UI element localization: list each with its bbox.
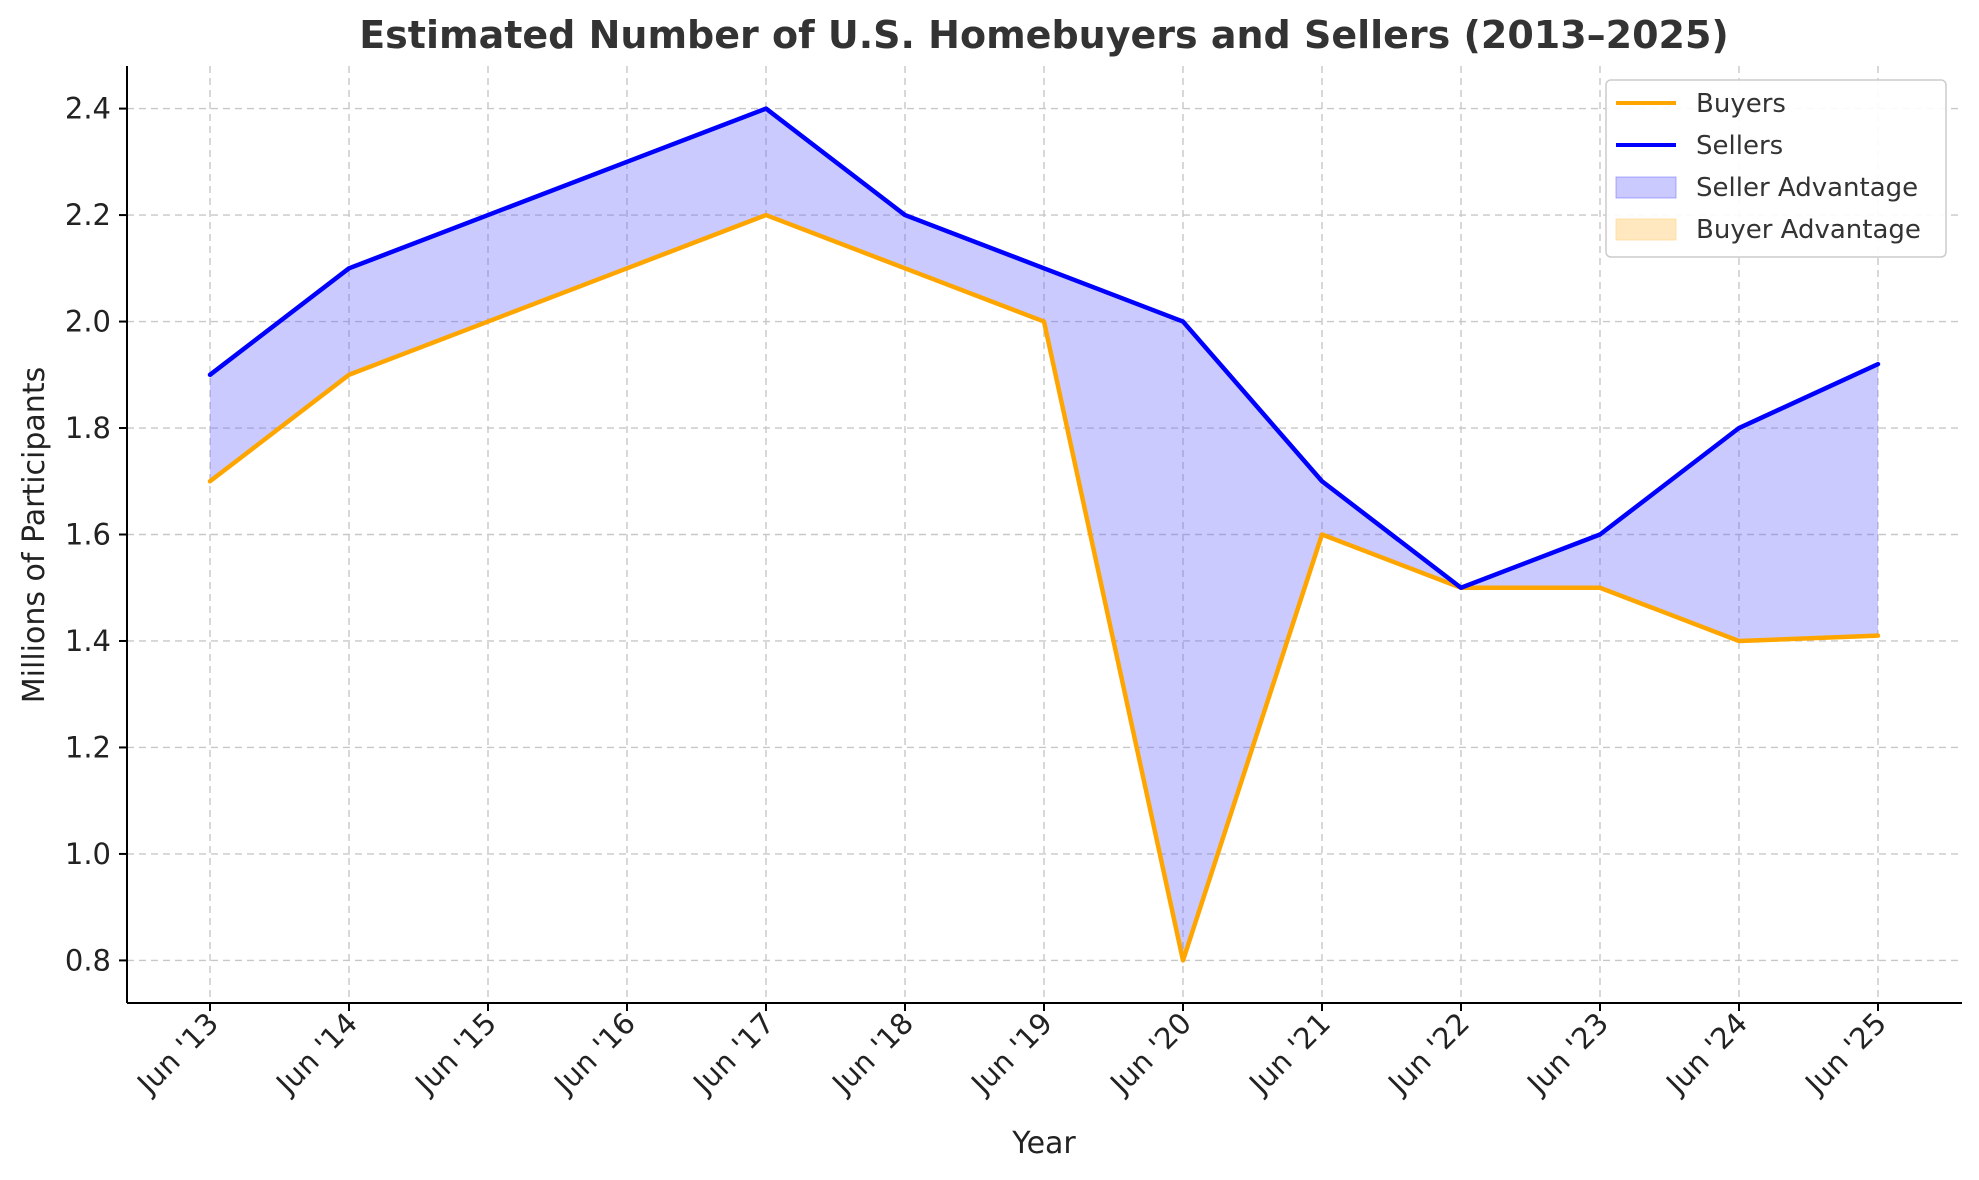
- x-tick-label: Jun '20: [1102, 1006, 1198, 1102]
- legend-seller-advantage-label: Seller Advantage: [1696, 173, 1918, 203]
- x-ticks: Jun '13 Jun '14 Jun '15 Jun '16 Jun '17 Jun '…: [129, 1003, 1893, 1102]
- x-tick-label: Jun '16: [546, 1006, 642, 1102]
- y-tick-label: 1.6: [65, 518, 111, 552]
- series-lines: [207, 106, 1881, 963]
- x-tick-label: Jun '23: [1519, 1006, 1615, 1102]
- x-tick-label: Jun '13: [129, 1006, 225, 1102]
- x-tick-label: Jun '22: [1380, 1006, 1476, 1102]
- chart-title: Estimated Number of U.S. Homebuyers and …: [359, 13, 1729, 57]
- x-axis-label: Year: [1011, 1126, 1076, 1161]
- y-tick-label: 2.0: [65, 305, 111, 339]
- y-tick-label: 1.4: [65, 624, 111, 658]
- x-tick-label: Jun '17: [685, 1006, 781, 1102]
- seller-advantage-area: [210, 108, 1878, 961]
- y-tick-label: 2.4: [65, 92, 111, 126]
- legend-seller-advantage-swatch: [1615, 176, 1677, 199]
- legend-buyer-advantage-label: Buyer Advantage: [1696, 215, 1921, 245]
- y-axis-label: Millions of Participants: [17, 367, 52, 703]
- x-tick-label: Jun '24: [1658, 1006, 1754, 1102]
- legend-box: [1605, 79, 1947, 258]
- y-tick-label: 1.8: [65, 411, 111, 445]
- legend-buyer-advantage-swatch: [1615, 218, 1677, 241]
- y-tick-label: 2.2: [65, 198, 111, 232]
- area-fills: [210, 108, 1878, 961]
- legend-buyers-label: Buyers: [1696, 89, 1786, 119]
- x-tick-label: Jun '21: [1241, 1006, 1337, 1102]
- x-tick-label: Jun '18: [824, 1006, 920, 1102]
- legend: Buyers Sellers Seller Advantage Buyer Ad…: [1605, 79, 1947, 258]
- y-ticks: 0.8 1.0 1.2 1.4 1.6 1.8 2.0 2.2 2.4: [65, 92, 127, 977]
- x-tick-label: Jun '25: [1797, 1006, 1893, 1102]
- x-tick-label: Jun '15: [407, 1006, 503, 1102]
- x-tick-label: Jun '19: [963, 1006, 1059, 1102]
- legend-sellers-label: Sellers: [1696, 131, 1783, 161]
- y-tick-label: 1.0: [65, 837, 111, 871]
- y-tick-label: 1.2: [65, 730, 111, 764]
- y-tick-label: 0.8: [65, 943, 111, 977]
- x-tick-label: Jun '14: [268, 1006, 364, 1102]
